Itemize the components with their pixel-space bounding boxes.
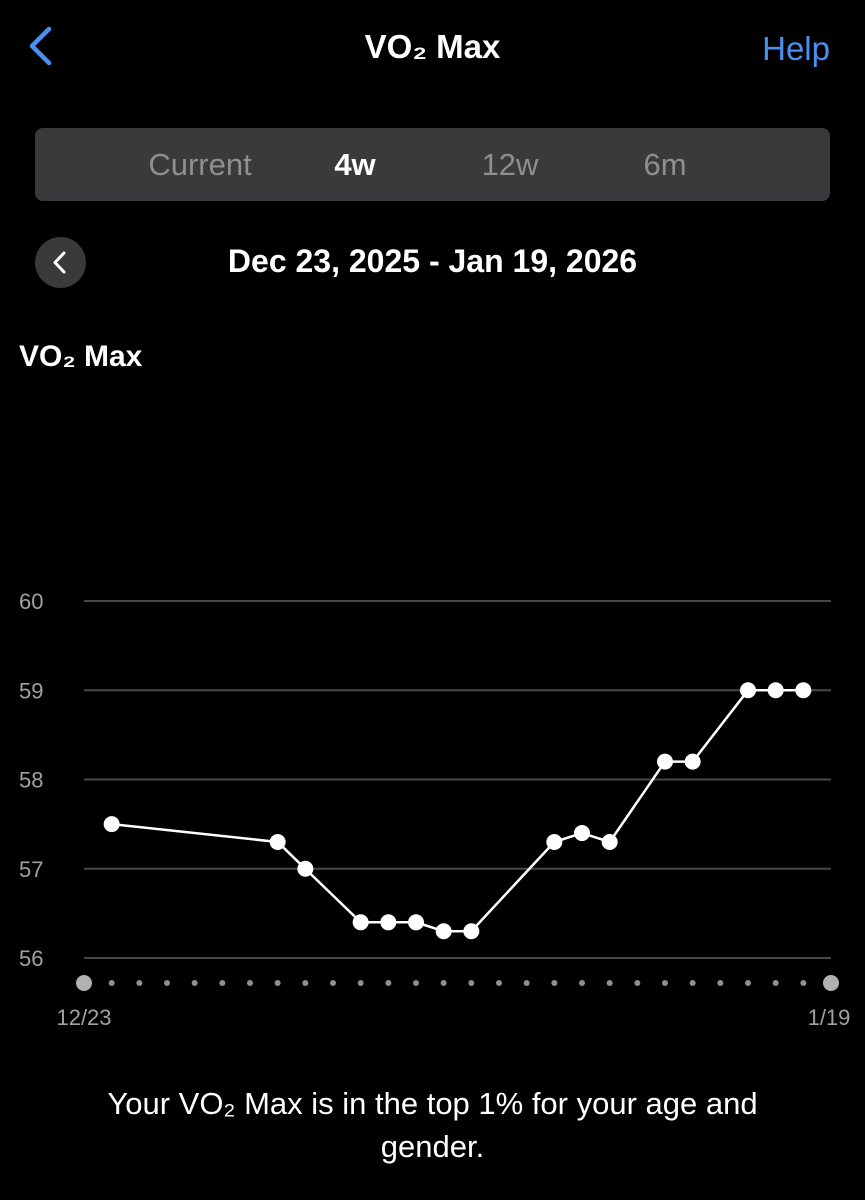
x-axis-day-dot xyxy=(247,980,253,986)
data-point xyxy=(574,825,590,842)
series-line xyxy=(111,689,804,933)
y-tick-label: 58 xyxy=(19,768,43,793)
chevron-left-icon xyxy=(53,251,66,274)
chevron-left-icon xyxy=(29,26,52,66)
segment-current[interactable]: Current xyxy=(148,147,252,182)
x-axis-day-dot xyxy=(357,980,364,986)
x-axis-day-dot xyxy=(662,980,668,986)
segment-4w[interactable]: 4w xyxy=(334,147,376,182)
x-axis-day-dot xyxy=(136,980,143,986)
segment-6m[interactable]: 6m xyxy=(643,147,687,182)
time-range-segmented-control: Current 4w 12w 6m xyxy=(35,128,830,201)
x-axis-day-dot xyxy=(330,980,336,986)
segment-12w[interactable]: 12w xyxy=(481,147,539,182)
data-point xyxy=(269,833,286,850)
previous-range-button[interactable] xyxy=(35,237,86,288)
x-axis-day-dot xyxy=(717,980,724,986)
y-tick-label: 60 xyxy=(19,589,43,614)
y-tick-label: 59 xyxy=(19,678,43,703)
x-tick-label: 1/19 xyxy=(808,1005,851,1030)
percentile-note: Your VO₂ Max is in the top 1% for your a… xyxy=(107,1086,758,1164)
x-axis-day-dot xyxy=(551,980,558,986)
x-axis-day-dot xyxy=(579,980,585,986)
nav-bar: VO₂ Max Help xyxy=(0,0,865,96)
x-axis-day-dot xyxy=(440,980,447,986)
data-point xyxy=(795,682,812,699)
x-axis-day-dot xyxy=(606,980,613,986)
x-axis-day-dot xyxy=(76,975,92,991)
help-button[interactable]: Help xyxy=(762,30,830,67)
x-axis-day-dot xyxy=(823,975,839,991)
data-point xyxy=(297,860,314,877)
x-axis-day-dot xyxy=(302,980,309,986)
data-point xyxy=(352,914,369,931)
x-axis-day-dot xyxy=(108,980,115,986)
data-point xyxy=(463,923,480,940)
x-axis-day-dot xyxy=(274,980,281,986)
data-point xyxy=(684,753,701,770)
data-point xyxy=(408,914,424,931)
vo2-max-line-chart: 56 57 58 59 60 12/23 1/19 xyxy=(19,589,851,1030)
data-point xyxy=(657,753,673,770)
data-point xyxy=(767,682,784,699)
x-axis-day-dot xyxy=(496,980,502,986)
x-axis-day-dot xyxy=(772,980,779,986)
x-axis-day-dot xyxy=(800,980,807,986)
data-point xyxy=(435,923,452,940)
data-point xyxy=(380,914,397,931)
x-axis-day-dot xyxy=(689,980,696,986)
x-axis-day-dot xyxy=(219,980,226,986)
x-tick-label: 12/23 xyxy=(56,1005,111,1030)
x-axis-day-dot xyxy=(523,980,530,986)
x-axis-day-dot xyxy=(468,980,475,986)
page-title: VO₂ Max xyxy=(364,28,501,65)
data-point xyxy=(601,833,618,850)
x-axis-day-dot xyxy=(191,980,198,986)
data-point xyxy=(546,833,563,850)
date-range-label: Dec 23, 2025 - Jan 19, 2026 xyxy=(227,243,638,279)
y-tick-label: 57 xyxy=(19,857,43,882)
y-tick-label: 56 xyxy=(19,946,43,971)
x-axis-day-dot xyxy=(385,980,392,986)
data-point xyxy=(740,682,756,699)
data-point xyxy=(103,816,120,833)
x-axis-day-dot xyxy=(634,980,641,986)
chart-title: VO₂ Max xyxy=(19,340,143,373)
back-button[interactable] xyxy=(22,24,62,68)
x-axis-day-dot xyxy=(164,980,170,986)
x-axis-day-dot xyxy=(413,980,419,986)
x-axis-day-dot xyxy=(745,980,751,986)
